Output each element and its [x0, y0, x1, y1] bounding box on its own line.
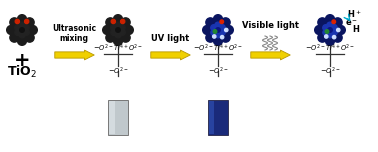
Circle shape — [333, 36, 336, 39]
Circle shape — [323, 29, 329, 36]
Circle shape — [111, 25, 117, 31]
Circle shape — [215, 22, 221, 28]
Circle shape — [325, 15, 335, 24]
Bar — [208, 100, 228, 135]
Circle shape — [106, 33, 115, 42]
Circle shape — [206, 33, 215, 42]
Text: $-O^{2-}Ti^{4+}O^{2-}$: $-O^{2-}Ti^{4+}O^{2-}$ — [305, 42, 355, 54]
Circle shape — [7, 26, 16, 35]
Circle shape — [124, 26, 133, 35]
Circle shape — [25, 19, 29, 24]
Text: $-O^{2-}Ti^{4+}O^{2-}$: $-O^{2-}Ti^{4+}O^{2-}$ — [193, 42, 243, 54]
Circle shape — [325, 35, 328, 38]
Circle shape — [211, 29, 217, 36]
Circle shape — [23, 29, 29, 35]
Circle shape — [206, 18, 215, 27]
Circle shape — [113, 36, 122, 45]
Circle shape — [214, 15, 223, 24]
Circle shape — [20, 28, 24, 32]
Circle shape — [221, 33, 230, 42]
Circle shape — [15, 25, 21, 31]
Bar — [108, 100, 128, 135]
Circle shape — [15, 29, 21, 36]
Circle shape — [28, 26, 37, 35]
Text: H$^+$: H$^+$ — [347, 8, 362, 20]
Circle shape — [10, 33, 19, 42]
Circle shape — [318, 33, 327, 42]
Circle shape — [25, 18, 34, 27]
Circle shape — [119, 29, 125, 35]
Circle shape — [121, 19, 125, 24]
Circle shape — [331, 29, 337, 35]
Circle shape — [332, 20, 336, 24]
Circle shape — [15, 19, 19, 24]
Circle shape — [19, 22, 25, 28]
Circle shape — [333, 33, 342, 42]
Circle shape — [212, 35, 216, 38]
Circle shape — [19, 32, 25, 38]
Circle shape — [214, 36, 223, 45]
Circle shape — [17, 36, 26, 45]
Circle shape — [331, 24, 337, 31]
Circle shape — [17, 15, 26, 24]
Circle shape — [328, 28, 332, 32]
Circle shape — [115, 32, 121, 38]
Circle shape — [121, 33, 130, 42]
Circle shape — [221, 18, 230, 27]
Circle shape — [336, 26, 345, 35]
Text: e$^-$: e$^-$ — [345, 18, 358, 28]
Text: $-O^{2-}Ti^{4+}O^{2-}$: $-O^{2-}Ti^{4+}O^{2-}$ — [93, 42, 143, 54]
Circle shape — [113, 15, 122, 24]
Circle shape — [23, 24, 29, 31]
Circle shape — [318, 18, 327, 27]
Circle shape — [325, 30, 329, 33]
Circle shape — [224, 26, 233, 35]
Circle shape — [211, 25, 217, 31]
Circle shape — [220, 20, 223, 24]
Circle shape — [25, 33, 34, 42]
Text: $-O^{2-}$: $-O^{2-}$ — [108, 66, 128, 77]
Circle shape — [215, 32, 221, 38]
Bar — [109, 101, 115, 134]
Circle shape — [111, 29, 117, 36]
Circle shape — [111, 19, 115, 24]
Circle shape — [315, 26, 324, 35]
Text: TiO$_2$: TiO$_2$ — [7, 64, 37, 80]
Text: Ultrasonic
mixing: Ultrasonic mixing — [52, 24, 96, 43]
Circle shape — [119, 24, 125, 31]
Circle shape — [327, 22, 333, 28]
Text: Visible light: Visible light — [242, 21, 299, 30]
Circle shape — [225, 28, 228, 32]
Circle shape — [106, 18, 115, 27]
Circle shape — [323, 25, 329, 31]
Text: H: H — [352, 26, 359, 35]
Circle shape — [219, 24, 225, 31]
Bar — [209, 101, 214, 134]
FancyArrowPatch shape — [151, 50, 190, 60]
Text: $-O^{2-}$: $-O^{2-}$ — [208, 66, 228, 77]
Circle shape — [336, 28, 340, 32]
Circle shape — [115, 22, 121, 28]
Circle shape — [121, 18, 130, 27]
Circle shape — [216, 28, 220, 32]
Circle shape — [103, 26, 112, 35]
Text: $-O^{2-}$: $-O^{2-}$ — [320, 66, 340, 77]
Circle shape — [116, 28, 120, 32]
Circle shape — [327, 32, 333, 38]
Circle shape — [325, 36, 335, 45]
Circle shape — [203, 26, 212, 35]
Circle shape — [213, 30, 217, 33]
Circle shape — [333, 18, 342, 27]
Text: UV light: UV light — [151, 34, 189, 43]
Text: +: + — [14, 50, 30, 69]
FancyArrowPatch shape — [251, 50, 290, 60]
Circle shape — [10, 18, 19, 27]
Circle shape — [220, 36, 224, 39]
FancyArrowPatch shape — [55, 50, 94, 60]
Circle shape — [219, 29, 225, 35]
